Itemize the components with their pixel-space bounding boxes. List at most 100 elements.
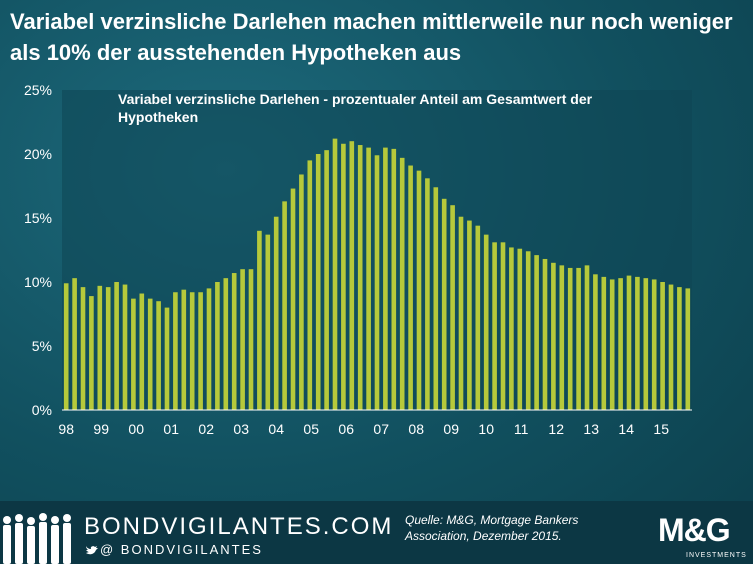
people-silhouettes-icon <box>3 513 71 564</box>
bar-19 <box>223 278 229 410</box>
mg-logo-subtitle: INVESTMENTS <box>686 552 747 559</box>
twitter-bird-icon <box>86 546 98 555</box>
bar-8 <box>131 298 136 410</box>
bar-13 <box>173 292 178 410</box>
y-tick-label: 15% <box>24 210 52 226</box>
bar-65 <box>609 279 615 410</box>
bar-10 <box>147 298 153 410</box>
bar-70 <box>651 279 657 410</box>
brand-name: BONDVIGILANTES.COM <box>84 513 394 540</box>
bar-52 <box>500 242 506 410</box>
bar-56 <box>534 255 539 410</box>
y-tick-label: 0% <box>32 402 52 418</box>
bar-48 <box>467 220 472 410</box>
x-tick-label: 03 <box>233 421 249 437</box>
bar-40 <box>399 157 405 410</box>
bar-6 <box>114 282 119 410</box>
bar-49 <box>475 225 481 410</box>
y-tick-labels: 0% 5% 10% 15% 20% 25% <box>24 82 52 418</box>
bar-27 <box>290 188 296 410</box>
bar-29 <box>307 160 313 410</box>
y-tick-label: 25% <box>24 82 52 98</box>
page-title: Variabel verzinsliche Darlehen machen mi… <box>10 9 733 65</box>
bar-16 <box>198 292 203 410</box>
bar-41 <box>408 165 413 410</box>
bar-33 <box>341 143 346 410</box>
bar-55 <box>525 251 531 410</box>
twitter-handle: @ BONDVIGILANTES <box>100 542 263 557</box>
y-tick-label: 20% <box>24 146 52 162</box>
x-tick-label: 05 <box>303 421 319 437</box>
bar-15 <box>189 292 195 410</box>
bar-54 <box>517 248 523 410</box>
bar-2 <box>80 287 86 410</box>
x-tick-label: 07 <box>373 421 389 437</box>
bar-67 <box>626 275 632 410</box>
x-tick-label: 99 <box>93 421 109 437</box>
bar-21 <box>240 269 245 410</box>
bar-18 <box>215 282 220 410</box>
y-tick-label: 10% <box>24 274 52 290</box>
bar-12 <box>164 307 170 410</box>
x-tick-label: 02 <box>198 421 214 437</box>
bar-74 <box>685 288 691 410</box>
y-tick-label: 5% <box>32 338 52 354</box>
chart: 0% 5% 10% 15% 20% 25% 98 99 00 01 02 03 04 05 06 07 08 0… <box>24 82 692 437</box>
bar-34 <box>349 141 355 410</box>
bar-7 <box>122 284 128 410</box>
x-tick-labels: 98 99 00 01 02 03 04 05 06 07 08 09 10 11 12 13 14 15 <box>58 421 669 437</box>
bar-14 <box>181 289 187 410</box>
bar-43 <box>425 178 430 410</box>
bar-31 <box>324 150 329 410</box>
x-tick-label: 09 <box>443 421 459 437</box>
bar-0 <box>63 283 69 410</box>
bar-72 <box>668 284 674 410</box>
bar-20 <box>231 273 237 410</box>
x-tick-label: 14 <box>618 421 634 437</box>
bar-37 <box>374 155 380 410</box>
bar-42 <box>416 170 422 410</box>
bar-5 <box>105 287 111 410</box>
bar-11 <box>156 301 161 410</box>
bar-24 <box>265 234 271 410</box>
bar-45 <box>441 198 447 410</box>
x-tick-label: 00 <box>128 421 144 437</box>
bar-22 <box>248 269 254 410</box>
bar-46 <box>450 205 455 410</box>
x-tick-label: 06 <box>338 421 354 437</box>
bar-25 <box>273 216 279 410</box>
bar-3 <box>89 296 94 410</box>
bars-group <box>63 138 691 411</box>
bar-58 <box>551 262 556 410</box>
bar-26 <box>282 201 287 410</box>
x-tick-label: 98 <box>58 421 74 437</box>
bar-66 <box>618 278 623 410</box>
bar-68 <box>635 276 640 410</box>
bar-64 <box>601 276 607 410</box>
bar-39 <box>391 148 397 410</box>
x-tick-label: 11 <box>514 421 529 437</box>
x-tick-label: 01 <box>163 421 179 437</box>
bar-69 <box>643 278 649 410</box>
source-note: Quelle: M&G, Mortgage Bankers Associatio… <box>405 513 579 543</box>
bar-28 <box>299 174 304 410</box>
bar-61 <box>576 267 581 410</box>
mg-logo-box <box>652 512 751 562</box>
bar-60 <box>567 267 573 410</box>
bar-57 <box>542 258 548 410</box>
footer-bar <box>0 501 753 564</box>
chart-title-line-1: Variabel verzinsliche Darlehen - prozent… <box>118 91 593 107</box>
bar-51 <box>492 242 497 410</box>
bar-9 <box>139 293 145 410</box>
bar-73 <box>677 287 682 410</box>
x-tick-label: 15 <box>653 421 669 437</box>
bar-53 <box>509 247 514 410</box>
bar-17 <box>206 288 212 410</box>
bar-35 <box>357 145 363 411</box>
bar-32 <box>332 138 338 410</box>
mg-logo: M&G <box>658 512 731 548</box>
bar-50 <box>483 234 489 410</box>
x-tick-label: 10 <box>478 421 494 437</box>
bar-30 <box>315 154 321 410</box>
bar-47 <box>458 216 464 410</box>
